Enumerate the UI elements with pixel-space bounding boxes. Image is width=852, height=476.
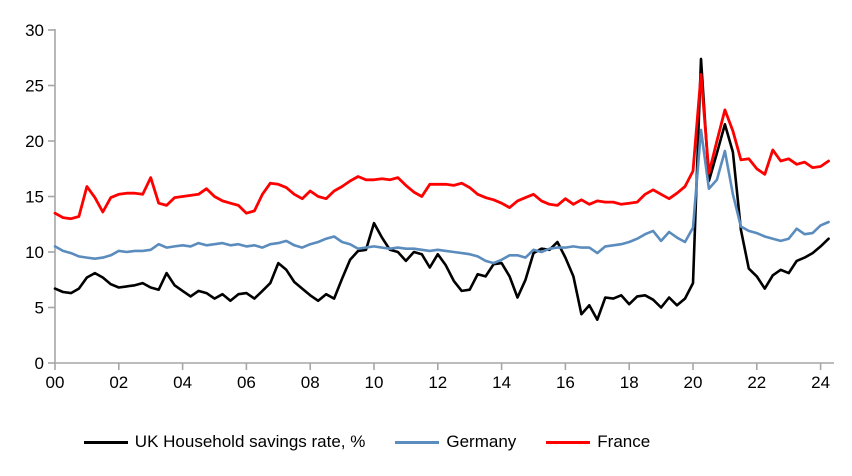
svg-text:15: 15 (25, 188, 44, 207)
svg-text:06: 06 (237, 373, 256, 392)
svg-text:16: 16 (556, 373, 575, 392)
uk-line-swatch (83, 440, 128, 444)
svg-text:12: 12 (428, 373, 447, 392)
svg-text:02: 02 (109, 373, 128, 392)
svg-text:0: 0 (35, 354, 44, 373)
svg-text:30: 30 (25, 21, 44, 40)
svg-text:04: 04 (173, 373, 192, 392)
svg-text:25: 25 (25, 77, 44, 96)
legend-item-uk: UK Household savings rate, % (83, 432, 366, 452)
svg-text:5: 5 (35, 299, 44, 318)
legend: UK Household savings rate, % Germany Fra… (0, 432, 852, 452)
svg-text:20: 20 (684, 373, 703, 392)
svg-text:08: 08 (301, 373, 320, 392)
legend-label-france: France (597, 432, 651, 451)
svg-text:22: 22 (747, 373, 766, 392)
france-line-swatch (546, 440, 591, 444)
legend-item-germany: Germany (395, 432, 516, 452)
svg-text:18: 18 (620, 373, 639, 392)
svg-text:10: 10 (365, 373, 384, 392)
legend-item-france: France (546, 432, 650, 452)
svg-text:24: 24 (811, 373, 830, 392)
svg-text:20: 20 (25, 132, 44, 151)
legend-label-uk: UK Household savings rate, % (134, 432, 366, 451)
svg-text:00: 00 (46, 373, 65, 392)
svg-text:14: 14 (492, 373, 511, 392)
svg-text:10: 10 (25, 243, 44, 262)
legend-label-germany: Germany (446, 432, 517, 451)
germany-line-swatch (395, 440, 440, 444)
